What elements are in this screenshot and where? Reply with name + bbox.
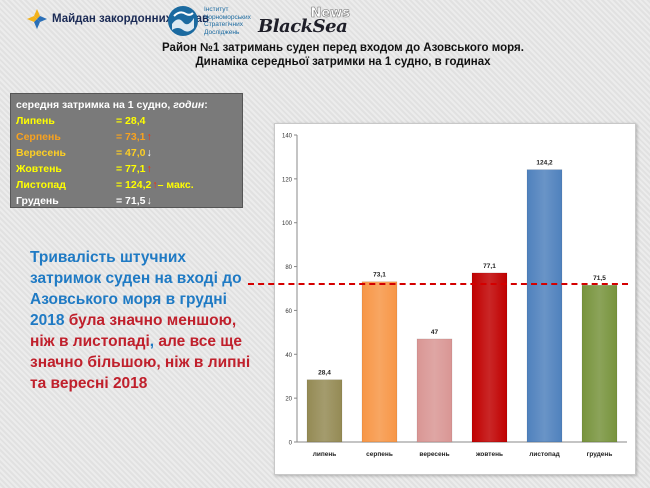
bar-chart: 0 20 40 60 80 100 120 140 28,4 липень 73,1 серпень 4… <box>274 123 636 475</box>
y-tick-label: 40 <box>285 353 292 359</box>
title-line-2: Динаміка середньої затримки на 1 судно, … <box>195 56 491 68</box>
summary-value: = 47,0 <box>116 147 146 159</box>
summary-month: Вересень <box>16 147 67 159</box>
summary-heading-unit: годин <box>173 99 205 111</box>
isd-logo-icon <box>168 6 198 36</box>
y-tick-label: 0 <box>289 441 293 447</box>
summary-month: Листопад <box>16 179 66 191</box>
summary-value: = 71,5 <box>116 195 146 207</box>
page-title: Район №1 затримань суден перед входом до… <box>0 41 650 69</box>
bar-value-label: 73,1 <box>373 272 386 279</box>
summary-row: Серпень = 73,1 ↑ <box>16 129 237 145</box>
bar-вересень <box>416 338 453 443</box>
y-tick-label: 140 <box>282 134 293 140</box>
summary-row: Грудень = 71,5 ↓ <box>16 193 237 209</box>
bar-жовтень <box>471 272 508 443</box>
summary-suffix: – макс. <box>157 179 194 191</box>
bar-листопад <box>526 169 563 443</box>
summary-month: Серпень <box>16 131 61 143</box>
x-tick-label: вересень <box>419 451 449 458</box>
bar-value-label: 28,4 <box>318 370 331 377</box>
summary-heading: середня затримка на 1 судно, годин: <box>16 97 237 113</box>
bar-липень <box>306 379 343 443</box>
header: Майдан закордонних справ Інститут Чорном… <box>0 0 650 42</box>
summary-heading-colon: : <box>204 99 208 111</box>
summary-value: = 73,1 <box>116 131 146 143</box>
y-tick-label: 80 <box>285 265 292 271</box>
summary-row: Вересень = 47,0 ↓ <box>16 145 237 161</box>
y-tick-label: 20 <box>285 397 292 403</box>
summary-month: Грудень <box>16 195 59 207</box>
narrative-part-4: але все ще значно більшою, ніж в липні т… <box>30 333 251 392</box>
isd-name: Інститут Чорноморських Стратегічних Досл… <box>204 6 251 36</box>
summary-row: Листопад = 124,2 ↑ – макс. <box>16 177 237 193</box>
bar-серпень <box>361 281 398 443</box>
arrow-up-icon: ↑ <box>152 179 158 191</box>
bar-value-label: 47 <box>431 329 439 336</box>
title-line-1: Район №1 затримань суден перед входом до… <box>162 42 524 54</box>
x-tick-label: липень <box>313 451 337 458</box>
arrow-up-icon: ↑ <box>146 131 152 143</box>
arrow-down-icon: ↓ <box>146 195 152 207</box>
bar-value-label: 124,2 <box>536 160 553 167</box>
blacksea-news-logo: News BlackSea <box>258 6 350 40</box>
summary-value: = 77,1 <box>116 163 146 175</box>
blacksea-news-word: News <box>310 6 350 22</box>
narrative-part-3: , <box>149 333 159 350</box>
narrative-part-2: була значно меншою, ніж в листопаді <box>30 312 237 350</box>
narrative-text: Тривалість штучних затримок суден на вхо… <box>30 247 252 394</box>
x-tick-label: серпень <box>366 451 393 458</box>
bar-value-label: 77,1 <box>483 263 496 270</box>
x-tick-label: листопад <box>529 451 559 458</box>
bar-value-label: 71,5 <box>593 275 606 282</box>
summary-box: середня затримка на 1 судно, годин: Липе… <box>10 93 243 208</box>
isd-brand: Інститут Чорноморських Стратегічних Досл… <box>166 4 274 38</box>
bar-грудень <box>581 284 618 443</box>
summary-month: Липень <box>16 115 55 127</box>
summary-rows: Липень = 28,4 Серпень = 73,1 ↑ Вересень = 47,0… <box>16 113 237 209</box>
arrow-down-icon: ↓ <box>146 147 152 159</box>
y-tick-label: 100 <box>282 221 293 227</box>
summary-month: Жовтень <box>16 163 62 175</box>
narrative-part-1: Тривалість штучних затримок суден на вхо… <box>30 249 242 329</box>
reference-dashed-line <box>248 283 628 286</box>
summary-heading-main: середня затримка на 1 судно, <box>16 99 171 111</box>
summary-value: = 124,2 <box>116 179 152 191</box>
y-tick-label: 60 <box>285 309 292 315</box>
bar-chart-svg: 0 20 40 60 80 100 120 140 28,4 липень 73,1 серпень 4… <box>282 134 627 458</box>
arrow-up-icon: ↑ <box>146 163 152 175</box>
maidan-logo-icon <box>27 9 47 29</box>
x-tick-label: жовтень <box>475 451 503 458</box>
y-tick-label: 120 <box>282 177 293 183</box>
blacksea-word: BlackSea <box>258 16 348 37</box>
summary-row: Липень = 28,4 <box>16 113 237 129</box>
x-tick-label: грудень <box>587 451 613 458</box>
summary-value: = 28,4 <box>116 115 146 127</box>
summary-row: Жовтень = 77,1 ↑ <box>16 161 237 177</box>
